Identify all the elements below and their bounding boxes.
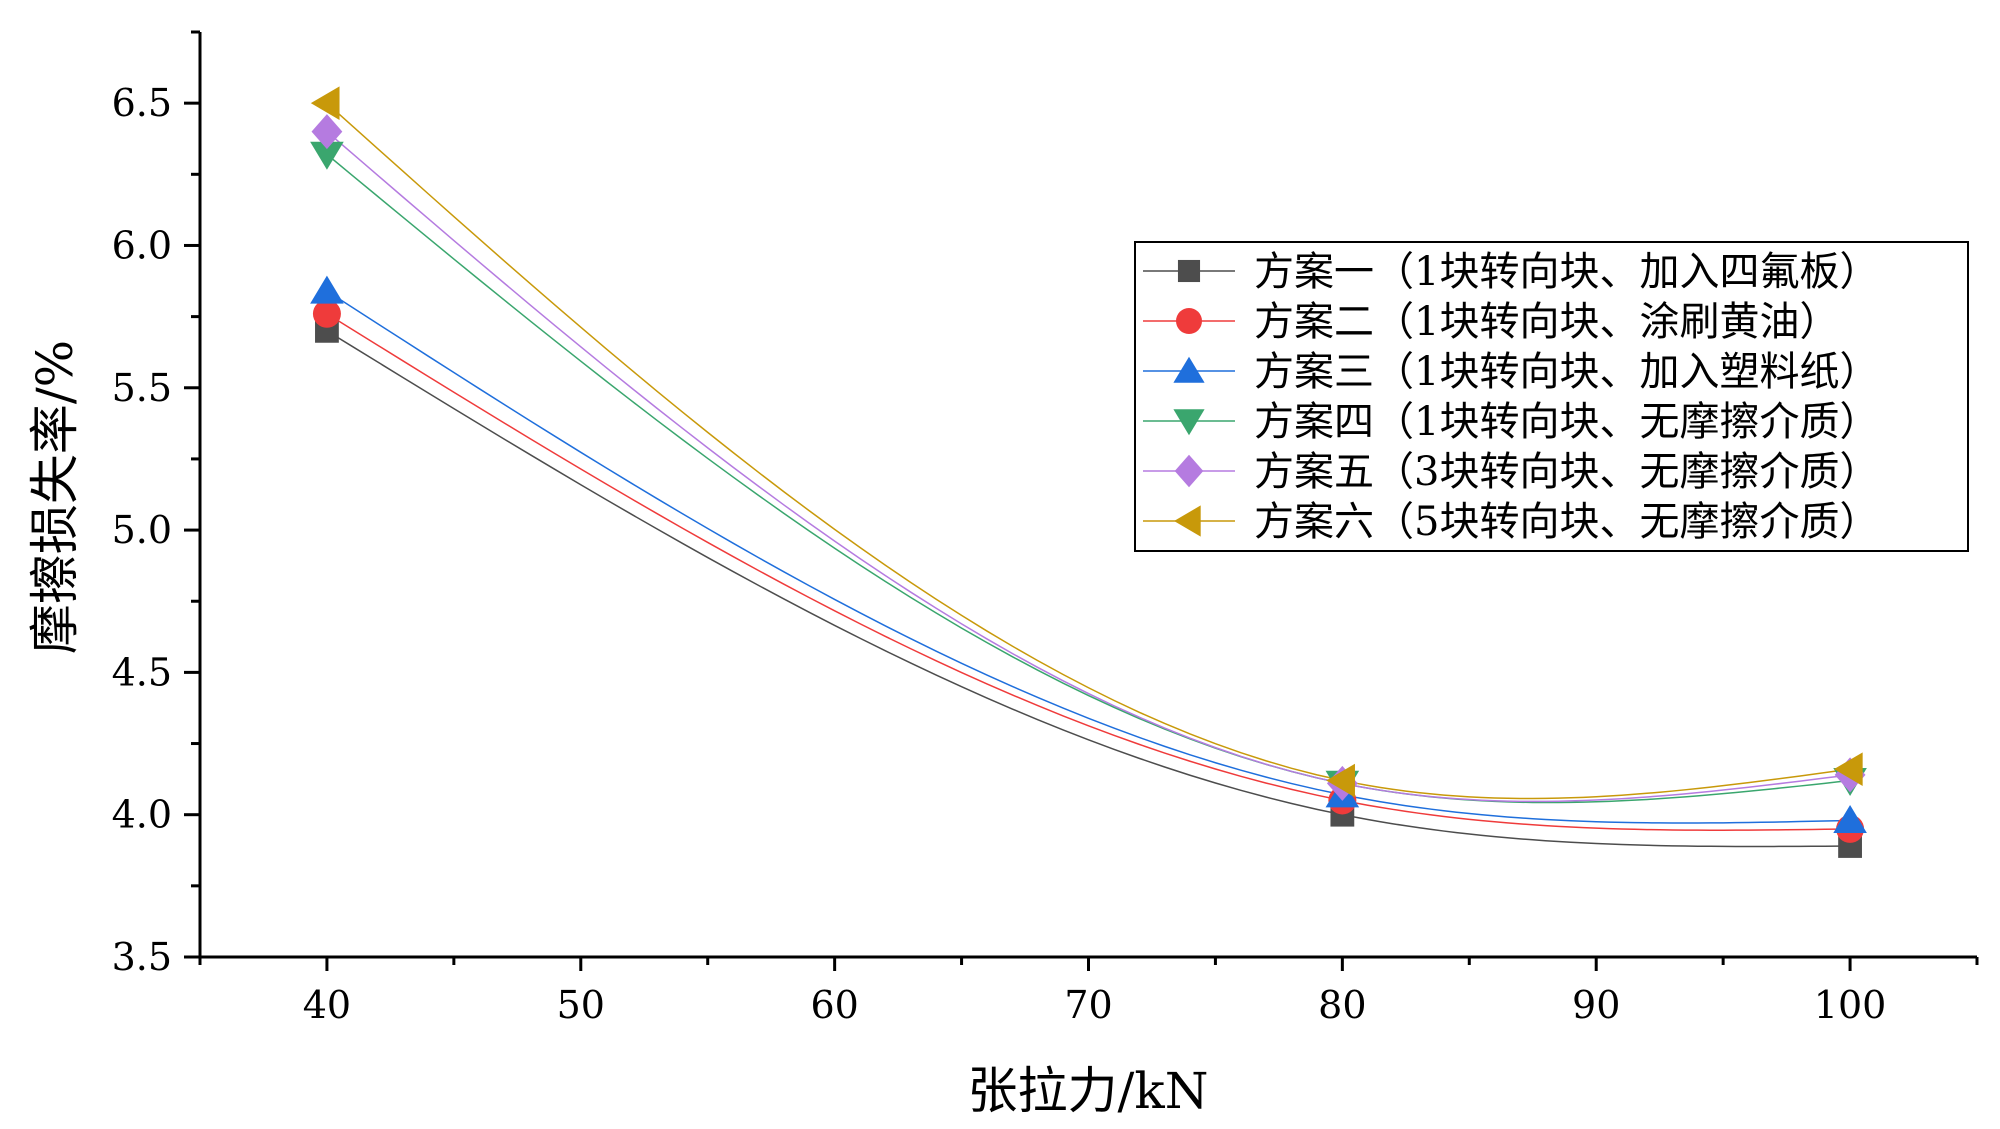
x-tick-label: 50 (557, 983, 605, 1027)
legend-label: 方案二（1块转向块、涂刷黄油） (1254, 299, 1839, 345)
x-axis-title: 张拉力/kN (968, 1062, 1209, 1120)
y-tick-label: 3.5 (112, 935, 172, 979)
x-tick-label: 70 (1064, 983, 1112, 1027)
legend-marker (1173, 356, 1205, 383)
legend-marker (1173, 409, 1205, 436)
legend-label: 方案六（5块转向块、无摩擦介质） (1254, 499, 1879, 545)
legend-box (1134, 241, 1969, 552)
axes: 40 50 60 70 80 90 100 3.5 4.0 4.5 5.0 5.5 6.0 6.5 (112, 30, 1979, 1027)
legend-label: 方案三（1块转向块、加入塑料纸） (1254, 349, 1879, 395)
legend-marker (1176, 308, 1202, 334)
data-point (310, 275, 344, 304)
y-tick-label: 5.5 (112, 366, 172, 410)
y-tick-label: 4.0 (112, 793, 172, 837)
data-point (310, 141, 344, 170)
legend-marker (1174, 454, 1204, 488)
x-tick-label: 60 (810, 983, 858, 1027)
data-point (312, 299, 341, 328)
legend: 方案一（1块转向块、加入四氟板）方案二（1块转向块、涂刷黄油）方案三（1块转向块… (1134, 241, 1969, 552)
legend-marker (1174, 505, 1201, 537)
y-axis-title: 摩擦损失率/% (26, 340, 84, 654)
data-point (310, 86, 340, 120)
data-point (1833, 804, 1867, 833)
data-point (311, 114, 343, 150)
data-point (1326, 763, 1355, 798)
y-tick-label: 6.5 (112, 81, 172, 125)
data-point (1833, 752, 1863, 786)
legend-marker (1177, 259, 1201, 283)
legend-label: 方案五（3块转向块、无摩擦介质） (1254, 449, 1879, 495)
x-tick-label: 80 (1318, 983, 1366, 1027)
series-layer (310, 86, 1867, 858)
y-tick-label: 6.0 (112, 223, 172, 267)
legend-label: 方案四（1块转向块、无摩擦介质） (1254, 399, 1879, 445)
x-tick-label: 40 (303, 983, 351, 1027)
y-tick-label: 4.5 (112, 650, 172, 694)
x-tick-label: 90 (1572, 983, 1620, 1027)
legend-label: 方案一（1块转向块、加入四氟板） (1254, 249, 1879, 295)
y-tick-label: 5.0 (112, 508, 172, 552)
x-tick-label: 100 (1814, 983, 1887, 1027)
